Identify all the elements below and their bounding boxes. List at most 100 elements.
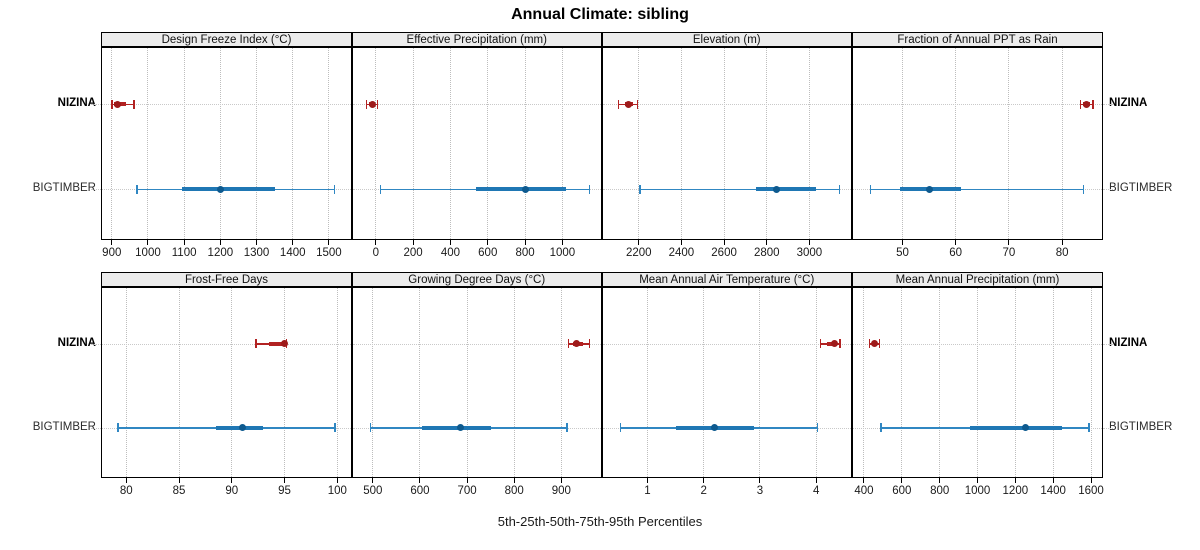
panel-frost-free-days [101,287,352,478]
tick-400 [449,240,451,245]
tick-700 [466,478,468,483]
tick-100 [336,478,338,483]
cap-p5-bigtimber [136,184,138,194]
tick-1500 [328,240,330,245]
gridline-1000 [977,288,978,477]
tick-500 [372,478,374,483]
tick-1000 [561,240,563,245]
gridline-500 [372,288,374,477]
whisker-bigtimber [639,188,840,191]
gridline-200 [412,48,414,239]
gridline-2 [703,288,705,477]
cap-p95-bigtimber [838,184,841,194]
cap-p5-nizina [255,339,257,349]
tick-label-60: 60 [949,247,963,259]
cap-p5-bigtimber [639,184,641,194]
tick-95 [284,478,286,483]
tick-1 [646,478,648,483]
tick-200 [412,240,414,245]
gridline-0 [375,48,377,239]
tick-label-1200: 1200 [207,247,234,259]
median-dot-bigtimber [925,185,933,193]
panel-mean-annual-precipitation-mm [852,287,1103,478]
tick-label-1000: 1000 [135,247,161,259]
tick-1200 [219,240,221,245]
tick-label-50: 50 [896,247,909,259]
cap-p95-nizina [133,99,135,109]
tick-1100 [183,240,185,245]
tick-label-600: 600 [410,485,430,497]
gridline-85 [178,288,180,477]
cap-p5-nizina [365,99,368,109]
tick-label-900: 900 [551,485,571,497]
gridline-4 [815,288,817,477]
panel-elevation-m [601,47,852,240]
tick-600 [487,240,489,245]
tick-label-3000: 3000 [796,247,823,259]
tick-label-200: 200 [403,247,423,259]
tick-label-1500: 1500 [316,247,342,259]
strip-elevation-m: Elevation (m) [601,32,852,47]
row-guide [602,104,851,106]
tick-800 [939,478,941,483]
tick-1000 [147,240,149,245]
panel-fraction-of-annual-ppt-as-rain [852,47,1103,240]
median-dot-nizina [281,340,289,348]
tick-label-3: 3 [756,485,764,497]
gridline-95 [284,288,286,477]
tick-label-400: 400 [440,247,461,259]
iqr-bar-nizina [268,341,285,346]
panel-mean-annual-air-temperature-c [601,287,852,478]
gridline-1200 [1014,288,1016,477]
cap-p5-nizina [111,99,113,109]
gridline-2600 [723,48,725,239]
tick-label-2400: 2400 [668,247,695,259]
iqr-bar-bigtimber [422,425,491,430]
gridline-600 [487,48,489,239]
gridline-600 [419,288,421,477]
gridline-800 [513,288,515,477]
axis-caption: 5th-25th-50th-75th-95th Percentiles [497,514,703,529]
cap-p5-nizina [617,99,620,109]
cap-p95-nizina [636,99,639,109]
gridline-900 [560,288,562,477]
tick-label-800: 800 [504,485,524,497]
gridline-400 [863,288,865,477]
tick-label-95: 95 [278,485,291,497]
strip-effective-precipitation-mm: Effective Precipitation (mm) [352,32,602,47]
gridline-1000 [147,48,149,239]
tick-label-80: 80 [1055,247,1069,259]
tick-2200 [638,240,640,245]
row-guide [853,343,1102,345]
tick-800 [524,240,526,245]
gridline-600 [901,288,903,477]
tick-label-80: 80 [119,485,133,497]
median-dot-nizina [1083,100,1091,108]
cap-p95-nizina [1092,99,1094,109]
row-guide [353,104,601,106]
tick-2400 [680,240,682,245]
median-dot-nizina [830,340,838,348]
gridline-90 [231,288,233,477]
gridline-1 [646,288,648,477]
tick-label-500: 500 [363,485,383,497]
gridline-2800 [766,48,768,239]
row-label-right-bigtimber: BIGTIMBER [1109,182,1173,195]
tick-label-2600: 2600 [711,247,737,259]
tick-0 [375,240,377,245]
cap-p5-nizina [567,339,570,349]
strip-mean-annual-air-temperature-c: Mean Annual Air Temperature (°C) [601,272,852,287]
tick-label-1300: 1300 [243,247,270,259]
gridline-800 [939,288,941,477]
tick-80 [1061,240,1063,245]
cap-p95-nizina [588,339,591,349]
cap-p5-nizina [1079,99,1082,109]
strip-mean-annual-precipitation-mm: Mean Annual Precipitation (mm) [852,272,1103,287]
tick-2800 [766,240,768,245]
row-guide [102,343,351,345]
panel-design-freeze-index-c [101,47,352,240]
tick-label-85: 85 [172,485,186,497]
cap-p5-bigtimber [369,423,372,433]
gridline-1300 [256,48,258,239]
